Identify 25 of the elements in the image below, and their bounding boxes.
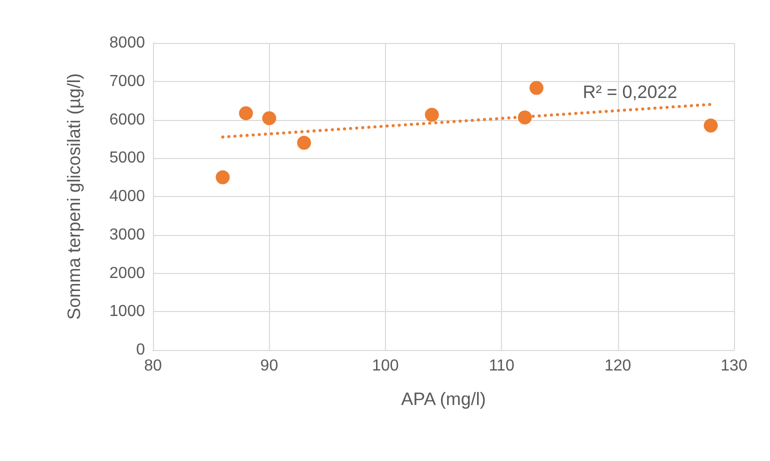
y-tick-label: 7000 <box>109 72 146 90</box>
x-tick-label: 80 <box>144 358 162 374</box>
y-axis-title: Somma terpeni glicosilati (µg/l) <box>64 73 84 320</box>
annotation: R² = 0,2022 <box>582 82 678 102</box>
point <box>529 80 544 95</box>
y-tick-label: 3000 <box>109 226 146 244</box>
point <box>297 136 312 150</box>
point <box>704 118 718 132</box>
point <box>262 111 276 126</box>
y-tick-label: 2000 <box>109 264 146 282</box>
x-tick-label: 120 <box>604 358 632 374</box>
y-tick-label: 1000 <box>109 303 146 320</box>
y-tick-label: 5000 <box>109 150 146 167</box>
point <box>424 108 439 122</box>
x-tick-label: 130 <box>720 358 748 374</box>
x-tick-label: 100 <box>372 358 399 374</box>
y-tick-label: 8000 <box>109 34 146 52</box>
point <box>216 170 230 184</box>
point <box>238 106 253 120</box>
x-axis-title: APA (mg/l) <box>401 389 486 409</box>
y-tick-label: 6000 <box>109 111 146 128</box>
y-tick-label: 4000 <box>109 188 146 205</box>
y-tick-label: 0 <box>136 342 146 358</box>
x-tick-label: 110 <box>488 358 514 374</box>
x-tick-label: 90 <box>260 358 278 374</box>
